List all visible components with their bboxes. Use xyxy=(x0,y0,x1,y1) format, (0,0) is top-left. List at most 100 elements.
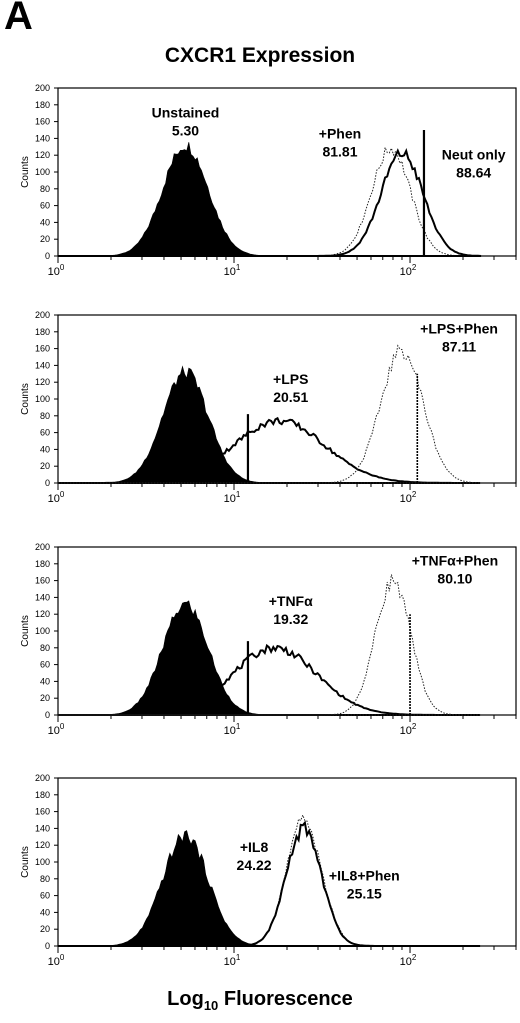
y-tick-label: 120 xyxy=(35,840,50,850)
y-tick-label: 80 xyxy=(40,184,50,194)
y-tick-label: 20 xyxy=(40,924,50,934)
y-tick-label: 100 xyxy=(35,857,50,867)
x-axis-label: Log10 Fluorescence xyxy=(0,988,520,1013)
annotation-label: +IL8 xyxy=(240,839,269,855)
panel-letter: A xyxy=(4,0,33,38)
histogram-series-filled xyxy=(58,142,481,257)
plot-frame xyxy=(57,777,517,947)
plot-frame xyxy=(57,87,517,257)
histogram-series-dotted xyxy=(58,145,481,257)
annotation-value: 88.64 xyxy=(456,164,491,180)
x-tick-label: 101 xyxy=(224,722,241,737)
histogram-series-dotted xyxy=(58,813,481,947)
y-tick-label: 20 xyxy=(40,693,50,703)
annotation-value: 87.11 xyxy=(442,338,476,354)
y-tick-label: 120 xyxy=(35,377,50,387)
x-tick-label: 102 xyxy=(400,953,417,968)
y-tick-label: 80 xyxy=(40,874,50,884)
y-tick-label: 0 xyxy=(45,710,50,720)
histogram-series-solid xyxy=(58,643,481,716)
y-axis-label: Counts xyxy=(20,156,31,188)
y-tick-label: 160 xyxy=(35,344,50,354)
x-tick-label: 100 xyxy=(48,722,65,737)
x-tick-label: 100 xyxy=(48,953,65,968)
y-axis-label: Counts xyxy=(20,383,31,415)
annotation-value: 19.32 xyxy=(273,611,308,627)
annotation-label: +TNFα xyxy=(269,593,313,609)
y-tick-label: 120 xyxy=(35,609,50,619)
x-axis-label-base: 10 xyxy=(203,998,219,1013)
y-tick-label: 40 xyxy=(40,444,50,454)
y-tick-label: 0 xyxy=(45,478,50,488)
y-tick-label: 20 xyxy=(40,461,50,471)
annotation-label: Neut only xyxy=(442,146,506,162)
annotation-label: Unstained xyxy=(152,104,220,120)
y-tick-label: 160 xyxy=(35,576,50,586)
y-tick-label: 200 xyxy=(35,542,50,552)
annotation-value: 5.30 xyxy=(172,122,199,138)
annotation-value: 80.10 xyxy=(437,570,472,586)
annotation-value: 24.22 xyxy=(237,857,272,873)
annotation-label: +Phen xyxy=(319,125,361,141)
x-tick-label: 102 xyxy=(400,263,417,278)
y-tick-label: 80 xyxy=(40,643,50,653)
histogram-panel-3: 0 20 40 60 80 100 120 140 160 180 200 100 101 102 Coun… xyxy=(20,542,517,737)
histogram-series-solid xyxy=(58,416,481,484)
annotation-value: 81.81 xyxy=(322,143,357,159)
y-tick-label: 0 xyxy=(45,941,50,951)
y-tick-label: 100 xyxy=(35,167,50,177)
y-tick-label: 140 xyxy=(35,592,50,602)
annotation-value: 20.51 xyxy=(273,389,308,405)
histogram-series-solid xyxy=(58,148,482,257)
y-tick-label: 60 xyxy=(40,891,50,901)
y-tick-label: 20 xyxy=(40,234,50,244)
x-tick-label: 100 xyxy=(48,263,65,278)
x-tick-label: 101 xyxy=(224,263,241,278)
annotation-label: +TNFα+Phen xyxy=(412,552,498,568)
y-tick-label: 180 xyxy=(35,100,50,110)
y-axis-label: Counts xyxy=(20,615,31,647)
y-tick-label: 40 xyxy=(40,217,50,227)
y-tick-label: 140 xyxy=(35,133,50,143)
histogram-panel-4: 0 20 40 60 80 100 120 140 160 180 200 100 101 102 Coun… xyxy=(20,773,517,968)
x-tick-label: 100 xyxy=(48,490,65,505)
x-axis-label-log: Log xyxy=(167,988,204,1010)
y-tick-label: 60 xyxy=(40,660,50,670)
y-tick-label: 40 xyxy=(40,676,50,686)
x-tick-label: 101 xyxy=(224,490,241,505)
x-axis-label-fluorescence: Fluorescence xyxy=(223,988,353,1010)
histogram-panel-2: 0 20 40 60 80 100 120 140 160 180 200 100 101 102 Coun… xyxy=(20,310,517,505)
y-tick-label: 180 xyxy=(35,559,50,569)
y-tick-label: 160 xyxy=(35,807,50,817)
annotation-value: 25.15 xyxy=(347,885,382,901)
y-tick-label: 120 xyxy=(35,150,50,160)
y-tick-label: 100 xyxy=(35,394,50,404)
y-tick-label: 140 xyxy=(35,360,50,370)
y-tick-label: 80 xyxy=(40,411,50,421)
y-tick-label: 200 xyxy=(35,773,50,783)
figure-title: CXCR1 Expression xyxy=(164,44,356,67)
y-tick-label: 200 xyxy=(35,310,50,320)
y-tick-label: 40 xyxy=(40,907,50,917)
histogram-series-filled xyxy=(58,600,481,716)
annotation-label: +LPS+Phen xyxy=(420,320,498,336)
x-tick-label: 101 xyxy=(224,953,241,968)
x-tick-label: 102 xyxy=(400,490,417,505)
y-tick-label: 160 xyxy=(35,117,50,127)
y-axis-label: Counts xyxy=(20,846,31,878)
histogram-panel-1: 0 20 40 60 80 100 120 140 160 180 200 100 101 102 Coun… xyxy=(20,83,517,278)
y-tick-label: 180 xyxy=(35,790,50,800)
annotation-label: +LPS xyxy=(273,371,308,387)
histogram-series-solid xyxy=(58,820,481,947)
y-tick-label: 60 xyxy=(40,428,50,438)
y-tick-label: 60 xyxy=(40,201,50,211)
x-tick-label: 102 xyxy=(400,722,417,737)
y-tick-label: 140 xyxy=(35,823,50,833)
y-tick-label: 200 xyxy=(35,83,50,93)
annotation-label: +IL8+Phen xyxy=(329,867,400,883)
y-tick-label: 100 xyxy=(35,626,50,636)
y-tick-label: 180 xyxy=(35,327,50,337)
y-tick-label: 0 xyxy=(45,251,50,261)
histogram-series-dotted xyxy=(58,344,481,484)
